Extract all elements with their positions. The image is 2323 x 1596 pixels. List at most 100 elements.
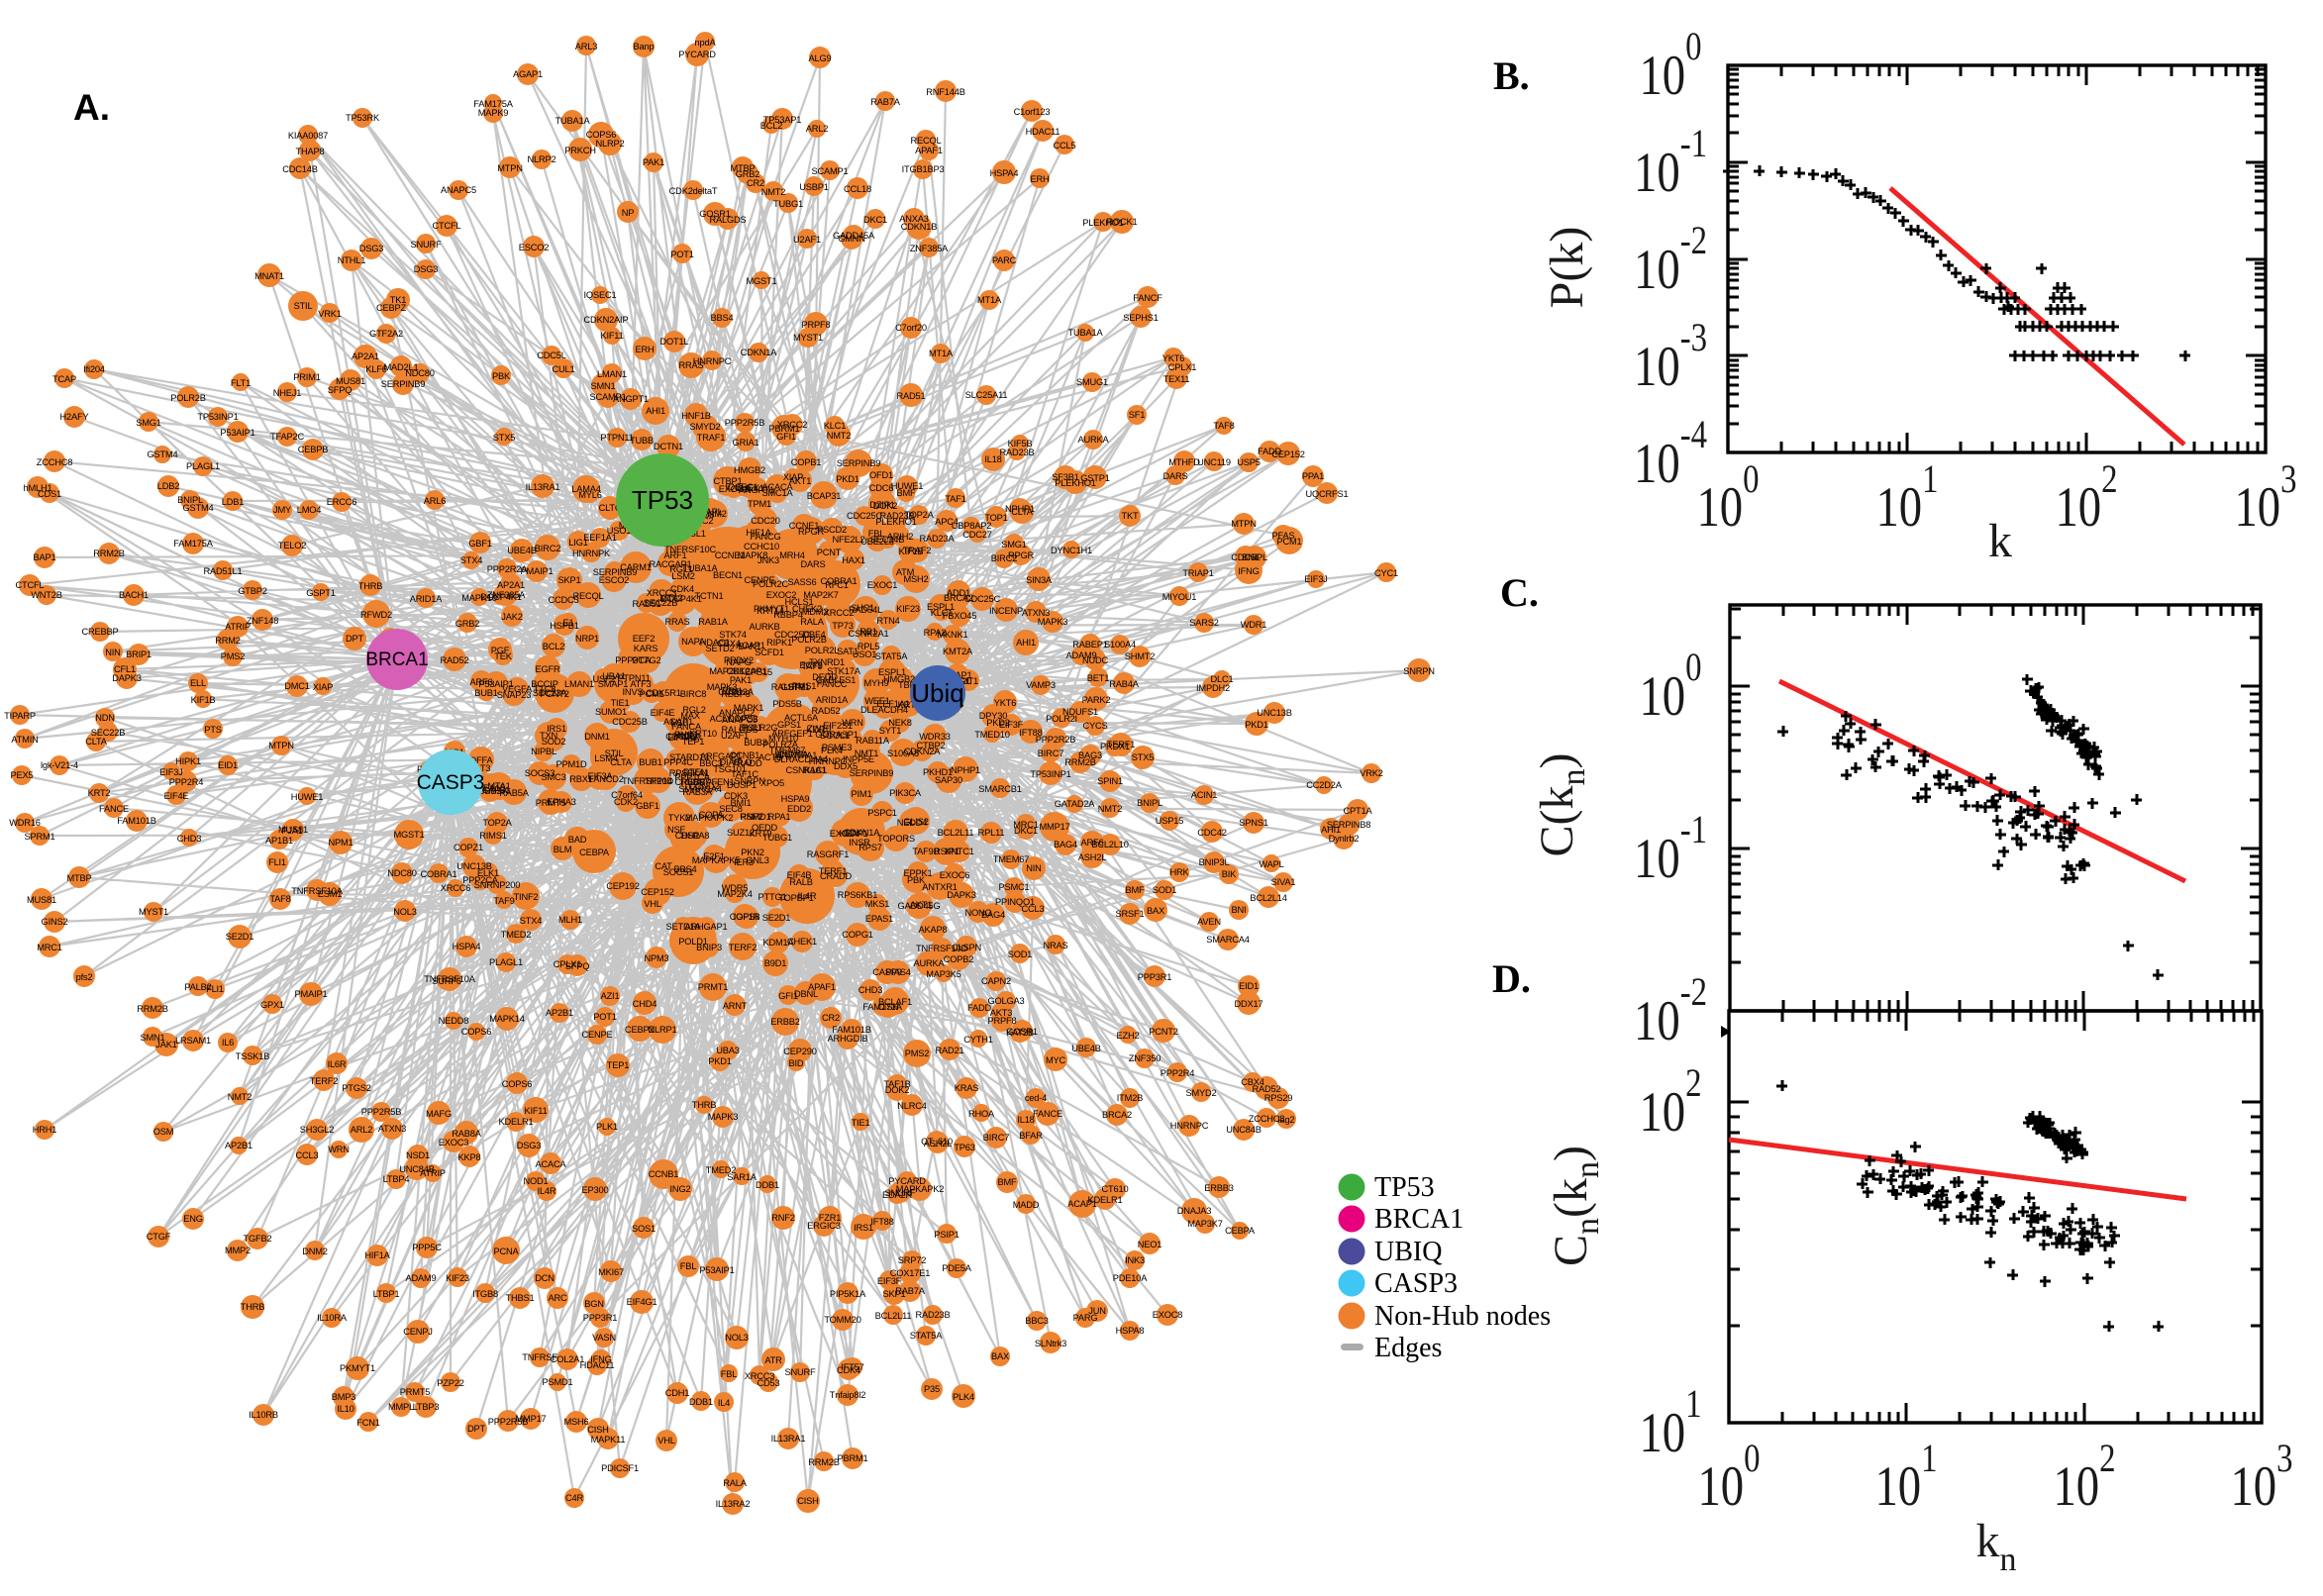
svg-text:CAPN2: CAPN2 (981, 976, 1011, 986)
svg-text:TOP1: TOP1 (984, 513, 1007, 523)
svg-text:BNI: BNI (1232, 905, 1247, 915)
svg-text:Ifi204: Ifi204 (83, 364, 105, 374)
svg-text:k: k (1988, 515, 2012, 567)
svg-text:102: 102 (2055, 456, 2117, 539)
svg-text:PLK4: PLK4 (953, 1392, 974, 1402)
svg-text:Non-Hub nodes: Non-Hub nodes (1374, 1301, 1551, 1332)
svg-text:RAD51L1: RAD51L1 (204, 566, 243, 576)
svg-text:TKT: TKT (1122, 511, 1139, 521)
svg-text:PBRM1: PBRM1 (768, 424, 799, 434)
svg-text:DBNL: DBNL (794, 989, 818, 999)
svg-text:DCTN1: DCTN1 (654, 442, 683, 451)
svg-text:KIF23: KIF23 (896, 604, 920, 614)
svg-text:IFT57: IFT57 (841, 1362, 863, 1372)
svg-text:BIRC7: BIRC7 (983, 1133, 1009, 1143)
svg-text:VHL: VHL (644, 899, 661, 909)
svg-text:GORASP1: GORASP1 (815, 730, 858, 740)
svg-text:RRM2B: RRM2B (93, 549, 125, 558)
svg-text:RAD23A: RAD23A (920, 534, 956, 544)
svg-text:RPGR: RPGR (1008, 550, 1035, 560)
svg-text:SKP1: SKP1 (558, 575, 581, 585)
svg-text:JAK1: JAK1 (155, 1040, 176, 1049)
svg-text:DARS: DARS (800, 559, 825, 569)
svg-text:STX4: STX4 (520, 916, 542, 926)
svg-text:CFL1: CFL1 (114, 664, 136, 674)
svg-text:THBS1: THBS1 (506, 1293, 535, 1303)
svg-text:XIAP: XIAP (313, 682, 333, 692)
svg-text:RAB8A: RAB8A (452, 1129, 481, 1139)
svg-text:COPB1: COPB1 (791, 457, 822, 467)
svg-text:IL18: IL18 (1017, 1115, 1034, 1125)
svg-text:BIRC2: BIRC2 (535, 544, 560, 553)
svg-text:ROCK1: ROCK1 (1106, 217, 1137, 227)
svg-text:AHI1: AHI1 (646, 406, 665, 416)
svg-text:CEP192: CEP192 (606, 881, 639, 891)
svg-text:SNURF: SNURF (784, 1367, 816, 1377)
svg-text:HNRNPA1: HNRNPA1 (775, 750, 817, 760)
svg-text:lgk-V21-4: lgk-V21-4 (41, 760, 78, 770)
svg-text:FANCE: FANCE (1033, 1109, 1062, 1119)
svg-text:UBE4B: UBE4B (1071, 1044, 1101, 1053)
svg-text:SOCS3: SOCS3 (525, 768, 556, 778)
svg-text:10-1: 10-1 (1634, 807, 1707, 890)
svg-text:RAD23B: RAD23B (916, 1310, 951, 1320)
svg-text:DLRACDHA4: DLRACDHA4 (774, 754, 829, 764)
svg-text:SMAP1: SMAP1 (598, 679, 629, 689)
svg-text:EPS15: EPS15 (745, 667, 772, 677)
svg-text:EDD2: EDD2 (787, 804, 811, 814)
svg-text:EEF1A1: EEF1A1 (583, 533, 616, 543)
svg-text:STIL: STIL (605, 748, 624, 758)
svg-text:TUBB: TUBB (630, 436, 654, 446)
svg-text:TAF9: TAF9 (801, 661, 822, 671)
svg-text:CEBPA: CEBPA (579, 848, 610, 857)
svg-text:FANCA: FANCA (671, 722, 702, 732)
svg-text:WDR1: WDR1 (1241, 620, 1267, 630)
svg-text:GPS1: GPS1 (777, 720, 801, 730)
svg-text:C1orf123: C1orf123 (1014, 107, 1051, 117)
svg-text:BAK1: BAK1 (739, 642, 761, 651)
svg-text:PSMD1: PSMD1 (740, 812, 770, 822)
svg-text:RAB4A: RAB4A (1109, 679, 1139, 689)
svg-text:YKT6: YKT6 (994, 698, 1016, 708)
svg-text:SNRPN: SNRPN (734, 776, 765, 786)
svg-text:HNRNPC: HNRNPC (809, 756, 848, 766)
svg-text:GOSR1: GOSR1 (699, 209, 731, 219)
svg-text:EIF3F: EIF3F (999, 720, 1024, 730)
svg-text:CCND2: CCND2 (688, 781, 719, 791)
svg-text:KMT2A: KMT2A (943, 647, 973, 656)
svg-text:HDAC11: HDAC11 (1026, 127, 1060, 137)
svg-text:P(k): P(k) (1541, 227, 1593, 309)
svg-text:PEX5: PEX5 (11, 770, 34, 780)
svg-text:CDK4: CDK4 (670, 584, 694, 594)
svg-text:RNF2: RNF2 (771, 1213, 795, 1223)
svg-text:SGOL1: SGOL1 (820, 731, 850, 741)
svg-text:GMNN: GMNN (838, 234, 865, 244)
svg-text:YKT6: YKT6 (1162, 353, 1184, 363)
svg-text:HSPB1: HSPB1 (550, 621, 579, 631)
svg-text:JAK2: JAK2 (501, 612, 522, 622)
svg-text:PRPF8: PRPF8 (988, 1016, 1017, 1026)
svg-text:HNRNPK: HNRNPK (572, 549, 611, 558)
svg-text:CEBPB: CEBPB (298, 445, 329, 454)
svg-text:MAX: MAX (680, 711, 700, 721)
svg-text:CCL18: CCL18 (844, 184, 871, 194)
svg-text:hMLH1: hMLH1 (24, 483, 52, 493)
svg-text:APC4: APC4 (935, 517, 959, 527)
svg-text:ANAPC5: ANAPC5 (722, 715, 758, 725)
svg-text:FADD: FADD (967, 1003, 991, 1013)
svg-text:TOPBP1: TOPBP1 (778, 893, 813, 903)
svg-text:RRAS: RRAS (664, 617, 689, 627)
svg-text:STAT5A: STAT5A (910, 1331, 944, 1341)
svg-text:TSSK1B: TSSK1B (236, 1051, 269, 1061)
svg-text:KKP8: KKP8 (458, 1152, 481, 1162)
svg-text:FBL: FBL (721, 1369, 737, 1379)
svg-text:CHEK1: CHEK1 (787, 937, 817, 947)
svg-text:RSIP1: RSIP1 (934, 847, 960, 856)
svg-text:TXN: TXN (540, 731, 557, 741)
svg-text:TP53INP1: TP53INP1 (1030, 769, 1070, 779)
svg-text:RPA1: RPA1 (768, 812, 791, 822)
svg-text:TP73: TP73 (832, 621, 853, 631)
svg-text:UBIQ: UBIQ (1374, 1237, 1442, 1267)
svg-text:CREBBP: CREBBP (674, 777, 711, 787)
svg-text:100: 100 (1697, 1436, 1760, 1518)
